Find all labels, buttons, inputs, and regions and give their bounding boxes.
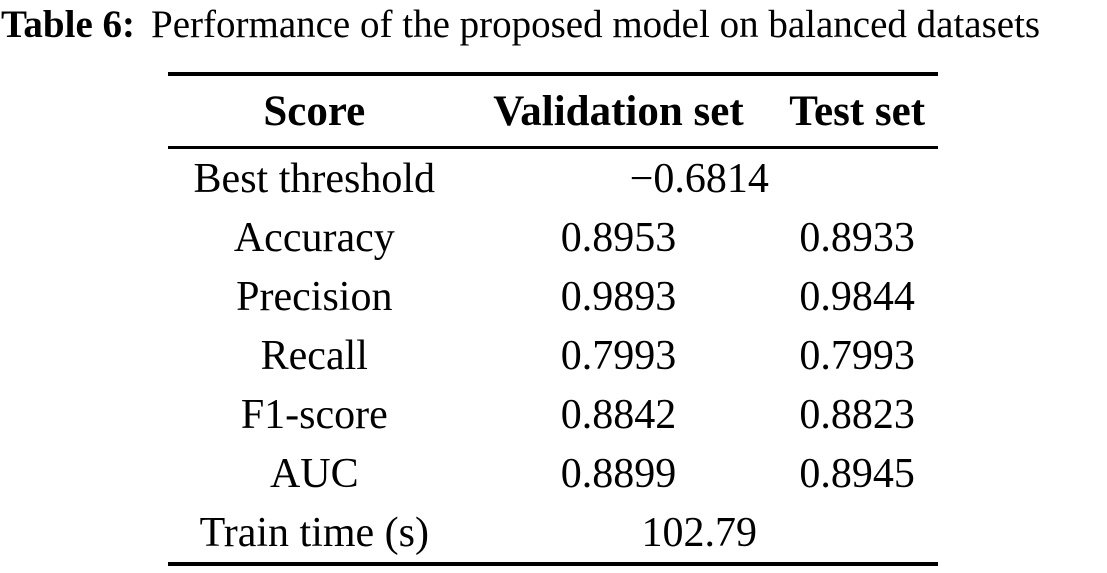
cell-train-time-value: 102.79	[641, 509, 758, 556]
cell-accuracy-test: 0.8933	[799, 214, 915, 261]
caption-text: Performance of the proposed model on bal…	[151, 3, 1041, 46]
table-row: F1-score 0.8842 0.8823	[168, 385, 938, 444]
cell-f1-validation: 0.8842	[560, 391, 677, 438]
cell-accuracy-validation: 0.8953	[560, 214, 677, 261]
table-caption: Table 6: Performance of the proposed mode…	[1, 2, 1107, 49]
cell-precision-validation: 0.9893	[560, 273, 677, 320]
cell-recall-test: 0.7993	[799, 332, 915, 379]
cell-recall-validation: 0.7993	[560, 332, 677, 379]
row-label-auc: AUC	[269, 450, 359, 497]
header-row: Score Validation set Test set	[168, 74, 938, 149]
table-row: Recall 0.7993 0.7993	[168, 326, 938, 385]
row-label-train-time: Train time (s)	[199, 509, 430, 556]
table-row: Accuracy 0.8953 0.8933	[168, 208, 938, 267]
col-header-score: Score	[168, 74, 461, 149]
cell-best-threshold-value: −0.6814	[629, 155, 769, 202]
caption-label: Table 6:	[1, 3, 136, 46]
results-table: Score Validation set Test set Best thres…	[168, 72, 938, 566]
table-row: Train time (s) 102.79	[168, 503, 938, 564]
table-row: Best threshold −0.6814	[168, 148, 938, 209]
cell-precision-test: 0.9844	[799, 273, 915, 320]
row-label-recall: Recall	[260, 332, 368, 379]
row-label-best-threshold: Best threshold	[193, 155, 436, 202]
cell-f1-test: 0.8823	[799, 391, 915, 438]
table-row: AUC 0.8899 0.8945	[168, 444, 938, 503]
row-label-f1-score: F1-score	[240, 391, 388, 438]
cell-auc-validation: 0.8899	[560, 450, 677, 497]
cell-auc-test: 0.8945	[799, 450, 915, 497]
col-header-validation: Validation set	[460, 74, 777, 149]
col-header-test: Test set	[776, 74, 938, 149]
row-label-precision: Precision	[236, 273, 393, 320]
table-row: Precision 0.9893 0.9844	[168, 267, 938, 326]
row-label-accuracy: Accuracy	[233, 214, 395, 261]
